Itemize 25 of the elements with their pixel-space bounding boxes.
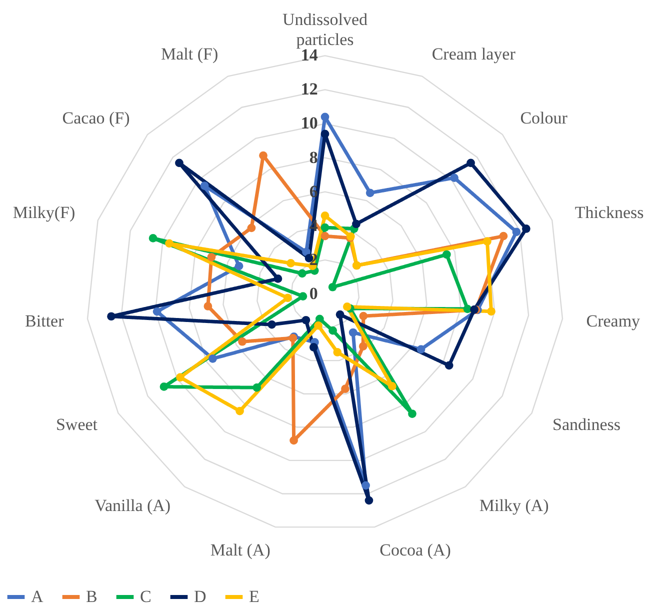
- spoke-label: Thickness: [574, 202, 644, 222]
- legend-label: B: [86, 587, 98, 606]
- legend-label: A: [31, 587, 44, 606]
- spoke-label: Cream layer: [432, 44, 516, 64]
- spoke-label: Cacao (F): [62, 108, 130, 128]
- spoke-label: Bitter: [25, 311, 64, 330]
- spoke-label: Milky (A): [479, 496, 549, 516]
- y-tick-label: 10: [300, 114, 318, 133]
- spoke-label: Malt (F): [161, 44, 218, 64]
- y-tick-label: 12: [300, 80, 318, 99]
- y-tick-label: 4: [309, 216, 318, 235]
- y-tick-label: 0: [309, 284, 318, 303]
- spoke-label: Milky(F): [12, 202, 76, 222]
- spoke-label: Sandiness: [552, 415, 620, 434]
- spoke-label: Malt (A): [210, 540, 270, 560]
- spoke-label: Vanilla (A): [94, 496, 171, 516]
- legend-label: E: [249, 587, 260, 606]
- spoke-label: Cocoa (A): [380, 540, 451, 560]
- y-tick-label: 8: [309, 148, 318, 167]
- y-tick-label: 6: [309, 182, 318, 201]
- spoke-label: Colour: [520, 108, 568, 128]
- legend-label: D: [194, 587, 206, 606]
- spoke-label: Creamy: [586, 311, 641, 330]
- spoke-label: Sweet: [56, 415, 98, 434]
- legend-label: C: [140, 587, 152, 606]
